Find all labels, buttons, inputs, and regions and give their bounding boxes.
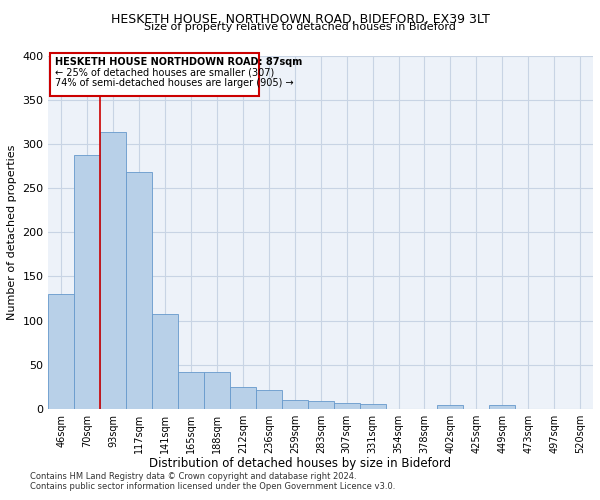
Bar (204, 372, 230, 409)
Text: 74% of semi-detached houses are larger (905) →: 74% of semi-detached houses are larger (… (55, 78, 293, 88)
FancyBboxPatch shape (50, 54, 259, 96)
Bar (230, 387, 256, 409)
Bar (359, 404, 386, 409)
Text: HESKETH HOUSE NORTHDOWN ROAD: 87sqm: HESKETH HOUSE NORTHDOWN ROAD: 87sqm (55, 57, 302, 67)
Bar (334, 402, 359, 409)
Text: Contains HM Land Registry data © Crown copyright and database right 2024.: Contains HM Land Registry data © Crown c… (30, 472, 356, 481)
Bar (49, 294, 74, 409)
Bar (490, 406, 515, 409)
Text: HESKETH HOUSE, NORTHDOWN ROAD, BIDEFORD, EX39 3LT: HESKETH HOUSE, NORTHDOWN ROAD, BIDEFORD,… (110, 12, 490, 26)
Text: ← 25% of detached houses are smaller (307): ← 25% of detached houses are smaller (30… (55, 68, 274, 78)
Text: Contains public sector information licensed under the Open Government Licence v3: Contains public sector information licen… (30, 482, 395, 491)
Bar (74, 154, 100, 409)
Bar (126, 172, 152, 409)
Bar (178, 372, 204, 409)
Bar (437, 406, 463, 409)
Bar (152, 314, 178, 409)
Text: Distribution of detached houses by size in Bideford: Distribution of detached houses by size … (149, 458, 451, 470)
Bar (282, 400, 308, 409)
Text: Size of property relative to detached houses in Bideford: Size of property relative to detached ho… (144, 22, 456, 32)
Bar (100, 132, 126, 409)
Bar (256, 390, 282, 409)
Bar (308, 401, 334, 409)
Y-axis label: Number of detached properties: Number of detached properties (7, 144, 17, 320)
